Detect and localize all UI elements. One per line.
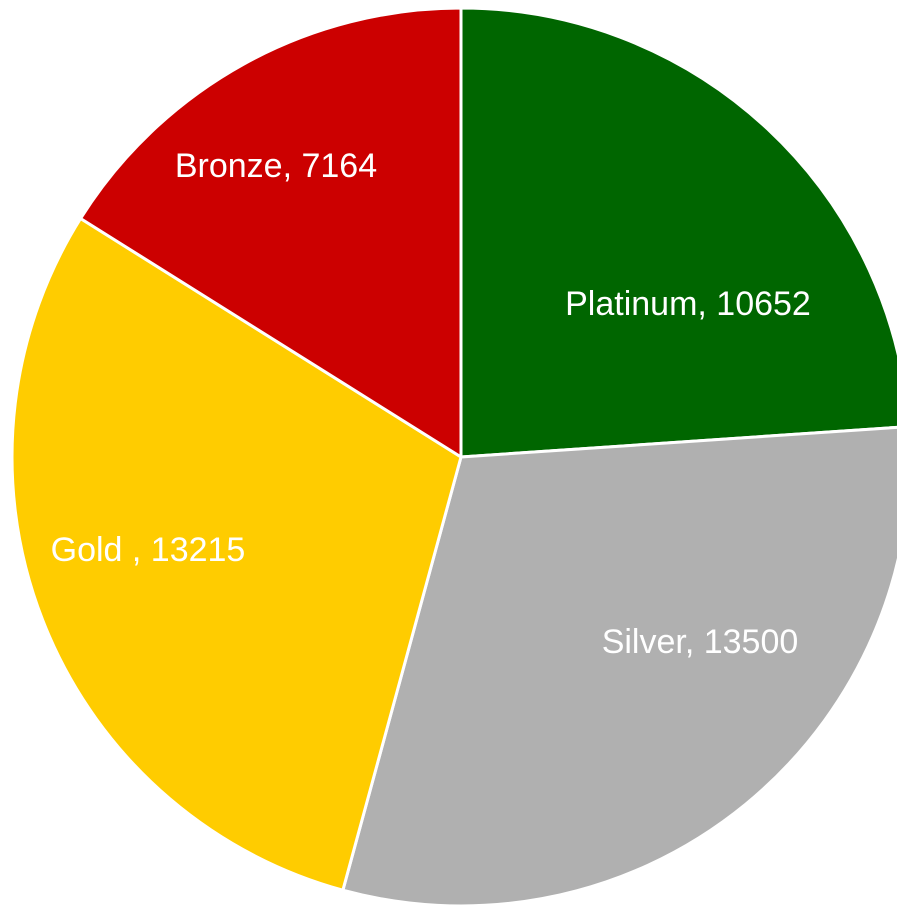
slice-label-gold: Gold , 13215: [51, 531, 246, 569]
labels-layer: Platinum, 10652 Silver, 13500 Gold , 13215…: [51, 147, 811, 661]
pie-slice-gold: [10, 217, 463, 892]
pie-slice-bronze: [79, 6, 463, 459]
slice-label-platinum: Platinum, 10652: [565, 285, 811, 323]
slices-layer: [10, 6, 897, 906]
slice-label-bronze: Bronze, 7164: [175, 147, 377, 185]
slice-label-silver: Silver, 13500: [602, 623, 799, 661]
pie-slice-platinum: [459, 6, 897, 459]
